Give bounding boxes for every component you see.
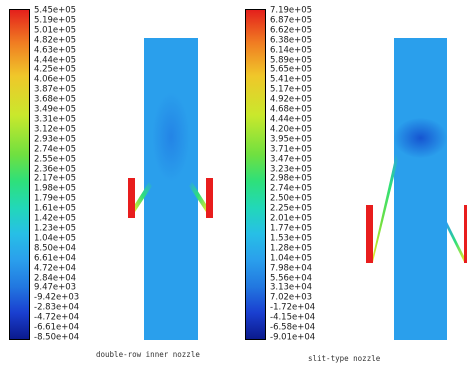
colorbar-tick-label: 4.44e+05 (270, 114, 313, 125)
nozzle-right-a (366, 205, 373, 263)
colorbar-tick-label: 6.14e+05 (270, 45, 313, 56)
colorbar-tick-label: 3.13e+04 (270, 282, 313, 293)
colorbar-tick-label: 7.98e+04 (270, 263, 313, 274)
colorbar-tick-label: 4.82e+05 (34, 35, 77, 46)
colorbar-right (245, 9, 266, 340)
colorbar-tick-label: 4.72e+04 (34, 263, 77, 274)
right-contour-panel: 7.19e+05 6.87e+05 6.62e+05 6.38e+05 6.14e+05… (236, 0, 467, 368)
jet-right-a (373, 154, 398, 262)
colorbar-tick-label: 4.44e+05 (34, 55, 77, 66)
colorbar-tick-label: 7.02e+03 (270, 292, 313, 303)
colorbar-tick-label: 1.04e+05 (270, 253, 313, 264)
colorbar-tick-label: -6.61e+04 (34, 322, 80, 333)
colorbar-tick-label: 4.92e+05 (270, 94, 313, 105)
colorbar-tick-label: 8.50e+04 (34, 243, 77, 254)
jet-streams-right (373, 154, 464, 262)
colorbar-tick-label: 2.01e+05 (270, 213, 313, 224)
colorbar-tick-label: -8.50e+04 (34, 332, 80, 343)
colorbar-tick-label: -4.72e+04 (34, 312, 80, 323)
colorbar-tick-label: 3.87e+05 (34, 84, 77, 95)
colorbar-tick-label: 1.04e+05 (34, 233, 77, 244)
colorbar-tick-label: 2.98e+05 (270, 173, 313, 184)
colorbar-tick-label: 2.55e+05 (34, 154, 77, 165)
nozzle-left-a (128, 178, 135, 218)
jet-left-b (189, 182, 206, 212)
colorbar-tick-label: 5.65e+05 (270, 64, 313, 75)
colorbar-tick-label: 1.23e+05 (34, 223, 77, 234)
colorbar-tick-label: 3.95e+05 (270, 134, 313, 145)
colorbar-tick-label: 6.62e+05 (270, 25, 313, 36)
colorbar-tick-label: 2.25e+05 (270, 203, 313, 214)
colorbar-tick-label: -9.42e+03 (34, 292, 80, 303)
colorbar-tick-label: 3.68e+05 (34, 94, 77, 105)
colorbar-tick-label: 3.49e+05 (34, 104, 77, 115)
colorbar-tick-label: 7.19e+05 (270, 5, 313, 16)
colorbar-tick-label: 6.87e+05 (270, 15, 313, 26)
colorbar-tick-label: 5.19e+05 (34, 15, 77, 26)
colorbar-tick-label: 1.79e+05 (34, 193, 77, 204)
colorbar-tick-label: -1.72e+04 (270, 302, 316, 313)
colorbar-tick-label: 3.47e+05 (270, 154, 313, 165)
flow-domain-right (394, 38, 447, 340)
colorbar-tick-label: 2.74e+05 (34, 144, 77, 155)
colorbar-tick-label: -9.01e+04 (270, 332, 316, 343)
colorbar-right-labels: 7.19e+05 6.87e+05 6.62e+05 6.38e+05 6.14e+05… (270, 5, 330, 343)
colorbar-tick-label: 4.06e+05 (34, 74, 77, 85)
colorbar-tick-label: 4.68e+05 (270, 104, 313, 115)
colorbar-tick-label: 9.47e+03 (34, 282, 77, 293)
colorbar-tick-label: 4.25e+05 (34, 64, 77, 75)
colorbar-tick-label: 1.53e+05 (270, 233, 313, 244)
nozzle-right-b (464, 205, 467, 263)
colorbar-tick-label: -2.83e+04 (34, 302, 80, 313)
colorbar-tick-label: 5.45e+05 (34, 5, 77, 16)
colorbar-tick-label: 1.42e+05 (34, 213, 77, 224)
colorbar-tick-label: 2.93e+05 (34, 134, 77, 145)
colorbar-tick-label: 6.38e+05 (270, 35, 313, 46)
colorbar-tick-label: 3.23e+05 (270, 164, 313, 175)
colorbar-tick-label: 2.74e+05 (270, 183, 313, 194)
colorbar-tick-label: 4.63e+05 (34, 45, 77, 56)
colorbar-tick-label: 1.61e+05 (34, 203, 77, 214)
colorbar-left (9, 9, 30, 340)
caption-right: slit-type nozzle (308, 354, 381, 363)
jet-right-b (447, 222, 464, 262)
caption-left: double-row inner nozzle (96, 350, 200, 359)
colorbar-tick-label: 1.77e+05 (270, 223, 313, 234)
colorbar-tick-label: 3.12e+05 (34, 124, 77, 135)
colorbar-tick-label: -6.58e+04 (270, 322, 316, 333)
left-contour-panel: 5.45e+05 5.19e+05 5.01e+05 4.82e+05 4.63e+05… (0, 0, 230, 368)
colorbar-tick-label: 1.28e+05 (270, 243, 313, 254)
colorbar-tick-label: 4.20e+05 (270, 124, 313, 135)
colorbar-tick-label: 2.17e+05 (34, 173, 77, 184)
colorbar-tick-label: 2.36e+05 (34, 164, 77, 175)
nozzle-left-b (206, 178, 213, 218)
colorbar-tick-label: 6.61e+04 (34, 253, 77, 264)
colorbar-tick-label: -4.15e+04 (270, 312, 316, 323)
flow-domain-left (144, 38, 198, 340)
colorbar-tick-label: 3.71e+05 (270, 144, 313, 155)
colorbar-tick-label: 2.50e+05 (270, 193, 313, 204)
colorbar-tick-label: 5.01e+05 (34, 25, 77, 36)
colorbar-tick-label: 3.31e+05 (34, 114, 77, 125)
colorbar-tick-label: 5.56e+04 (270, 273, 313, 284)
colorbar-tick-label: 5.89e+05 (270, 55, 313, 66)
colorbar-tick-label: 5.41e+05 (270, 74, 313, 85)
colorbar-tick-label: 5.17e+05 (270, 84, 313, 95)
jet-streams-left (135, 182, 206, 212)
colorbar-left-labels: 5.45e+05 5.19e+05 5.01e+05 4.82e+05 4.63e+05… (34, 5, 94, 343)
jet-left-a (135, 182, 152, 212)
colorbar-tick-label: 1.98e+05 (34, 183, 77, 194)
low-pressure-zone-left (152, 92, 190, 182)
colorbar-tick-label: 2.84e+04 (34, 273, 77, 284)
low-pressure-zone-right (394, 118, 447, 158)
